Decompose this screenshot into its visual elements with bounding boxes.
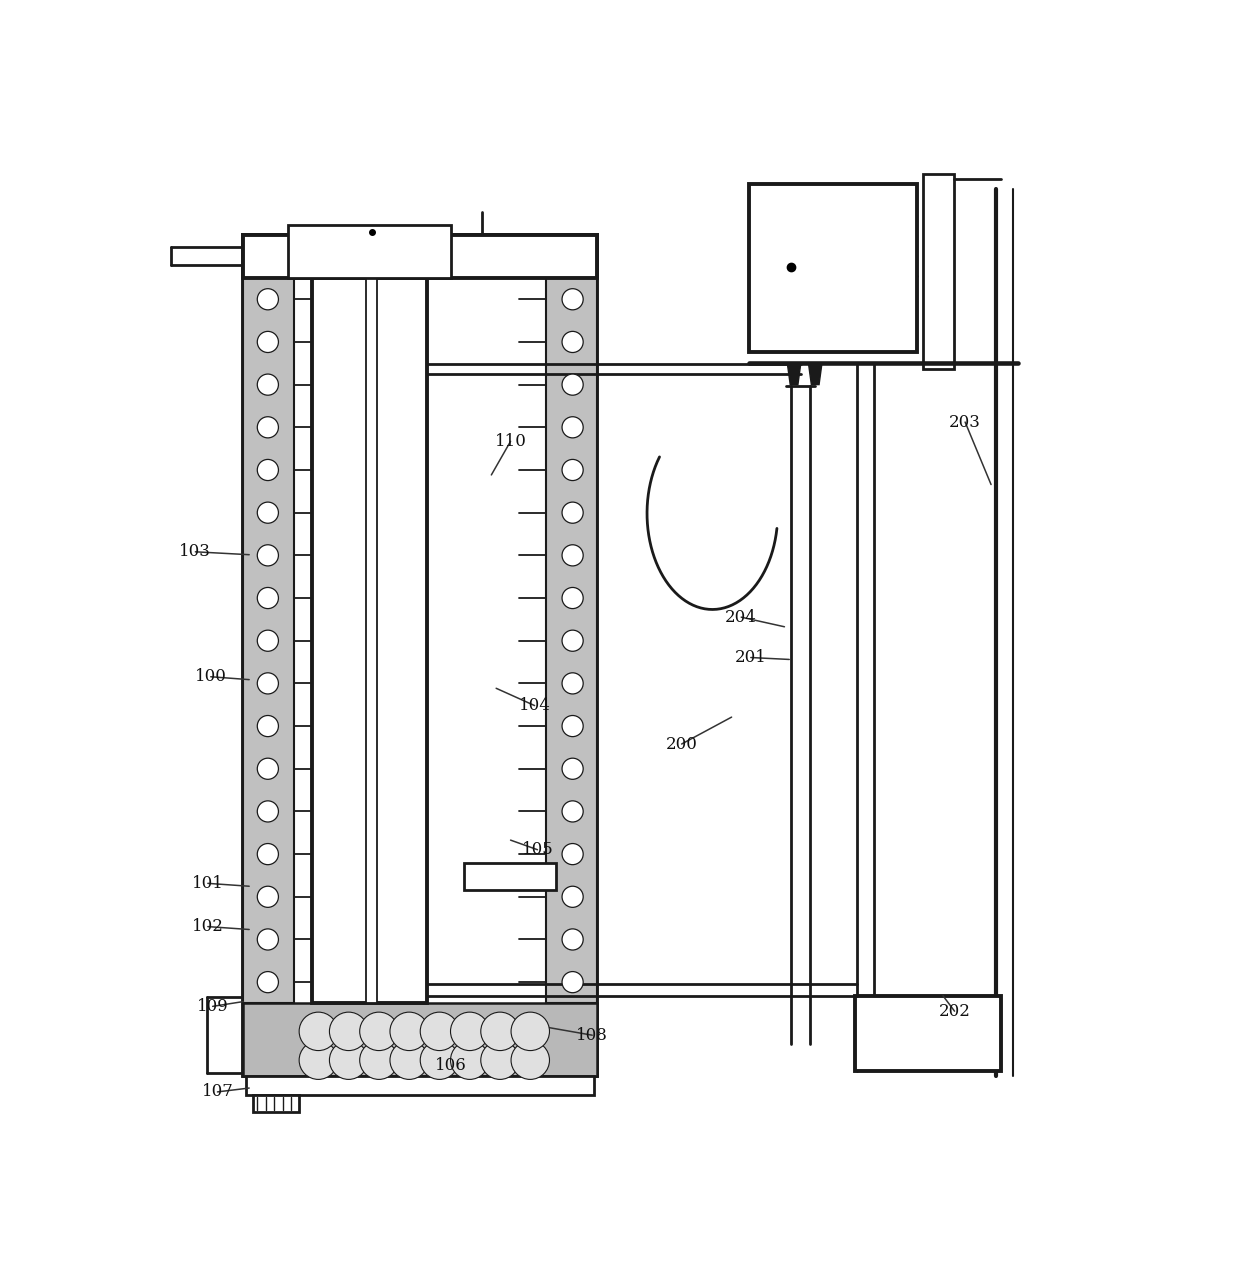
Text: 107: 107 <box>202 1083 233 1101</box>
Text: 103: 103 <box>180 543 211 561</box>
Bar <box>253 1094 299 1112</box>
Text: 106: 106 <box>435 1057 467 1074</box>
Circle shape <box>360 1012 398 1051</box>
Bar <box>465 863 556 890</box>
Text: 105: 105 <box>522 842 553 858</box>
Circle shape <box>562 929 583 949</box>
Text: 102: 102 <box>192 919 223 935</box>
Circle shape <box>562 758 583 779</box>
Circle shape <box>257 672 279 694</box>
Circle shape <box>481 1041 520 1079</box>
Circle shape <box>257 502 279 523</box>
Circle shape <box>511 1041 549 1079</box>
Text: 204: 204 <box>725 608 758 626</box>
Circle shape <box>562 801 583 822</box>
Bar <box>288 225 451 278</box>
Circle shape <box>562 887 583 907</box>
Text: 203: 203 <box>949 413 981 431</box>
Circle shape <box>562 545 583 566</box>
Polygon shape <box>787 363 801 385</box>
Text: 101: 101 <box>192 875 223 892</box>
Circle shape <box>562 502 583 523</box>
Bar <box>243 278 294 1003</box>
Circle shape <box>450 1012 489 1051</box>
Circle shape <box>481 1012 520 1051</box>
Bar <box>243 235 596 278</box>
Circle shape <box>420 1041 459 1079</box>
Polygon shape <box>808 363 822 385</box>
Circle shape <box>257 545 279 566</box>
Circle shape <box>450 1041 489 1079</box>
Circle shape <box>562 971 583 993</box>
Bar <box>247 1075 594 1094</box>
Circle shape <box>562 630 583 652</box>
Circle shape <box>299 1012 337 1051</box>
Circle shape <box>257 630 279 652</box>
Circle shape <box>562 843 583 865</box>
Bar <box>546 278 596 1003</box>
Circle shape <box>562 375 583 395</box>
Circle shape <box>562 459 583 481</box>
Circle shape <box>257 331 279 353</box>
Circle shape <box>511 1012 549 1051</box>
Circle shape <box>389 1041 428 1079</box>
Text: 100: 100 <box>195 668 227 685</box>
Circle shape <box>562 672 583 694</box>
Circle shape <box>389 1012 428 1051</box>
Circle shape <box>360 1041 398 1079</box>
Text: 108: 108 <box>577 1026 608 1043</box>
Circle shape <box>257 459 279 481</box>
Text: 200: 200 <box>666 735 698 753</box>
Circle shape <box>257 801 279 822</box>
Text: 104: 104 <box>518 697 551 715</box>
Circle shape <box>257 289 279 309</box>
Bar <box>366 278 377 1003</box>
Bar <box>243 1003 596 1075</box>
Circle shape <box>330 1041 368 1079</box>
Circle shape <box>562 331 583 353</box>
Circle shape <box>257 758 279 779</box>
Circle shape <box>257 417 279 438</box>
Circle shape <box>299 1041 337 1079</box>
Text: 109: 109 <box>197 998 228 1015</box>
Circle shape <box>562 716 583 736</box>
Bar <box>243 235 596 1075</box>
Text: 202: 202 <box>939 1003 971 1020</box>
Circle shape <box>257 375 279 395</box>
Circle shape <box>562 588 583 608</box>
Bar <box>854 996 1001 1071</box>
Circle shape <box>562 417 583 438</box>
Circle shape <box>257 971 279 993</box>
Circle shape <box>257 929 279 949</box>
Circle shape <box>257 588 279 608</box>
Bar <box>749 183 918 352</box>
Text: 110: 110 <box>495 432 527 450</box>
Circle shape <box>257 887 279 907</box>
Bar <box>311 278 427 1003</box>
Circle shape <box>420 1012 459 1051</box>
Circle shape <box>330 1012 368 1051</box>
Circle shape <box>257 843 279 865</box>
Text: 201: 201 <box>735 649 766 666</box>
Bar <box>923 174 954 370</box>
Circle shape <box>562 289 583 309</box>
Circle shape <box>257 716 279 736</box>
